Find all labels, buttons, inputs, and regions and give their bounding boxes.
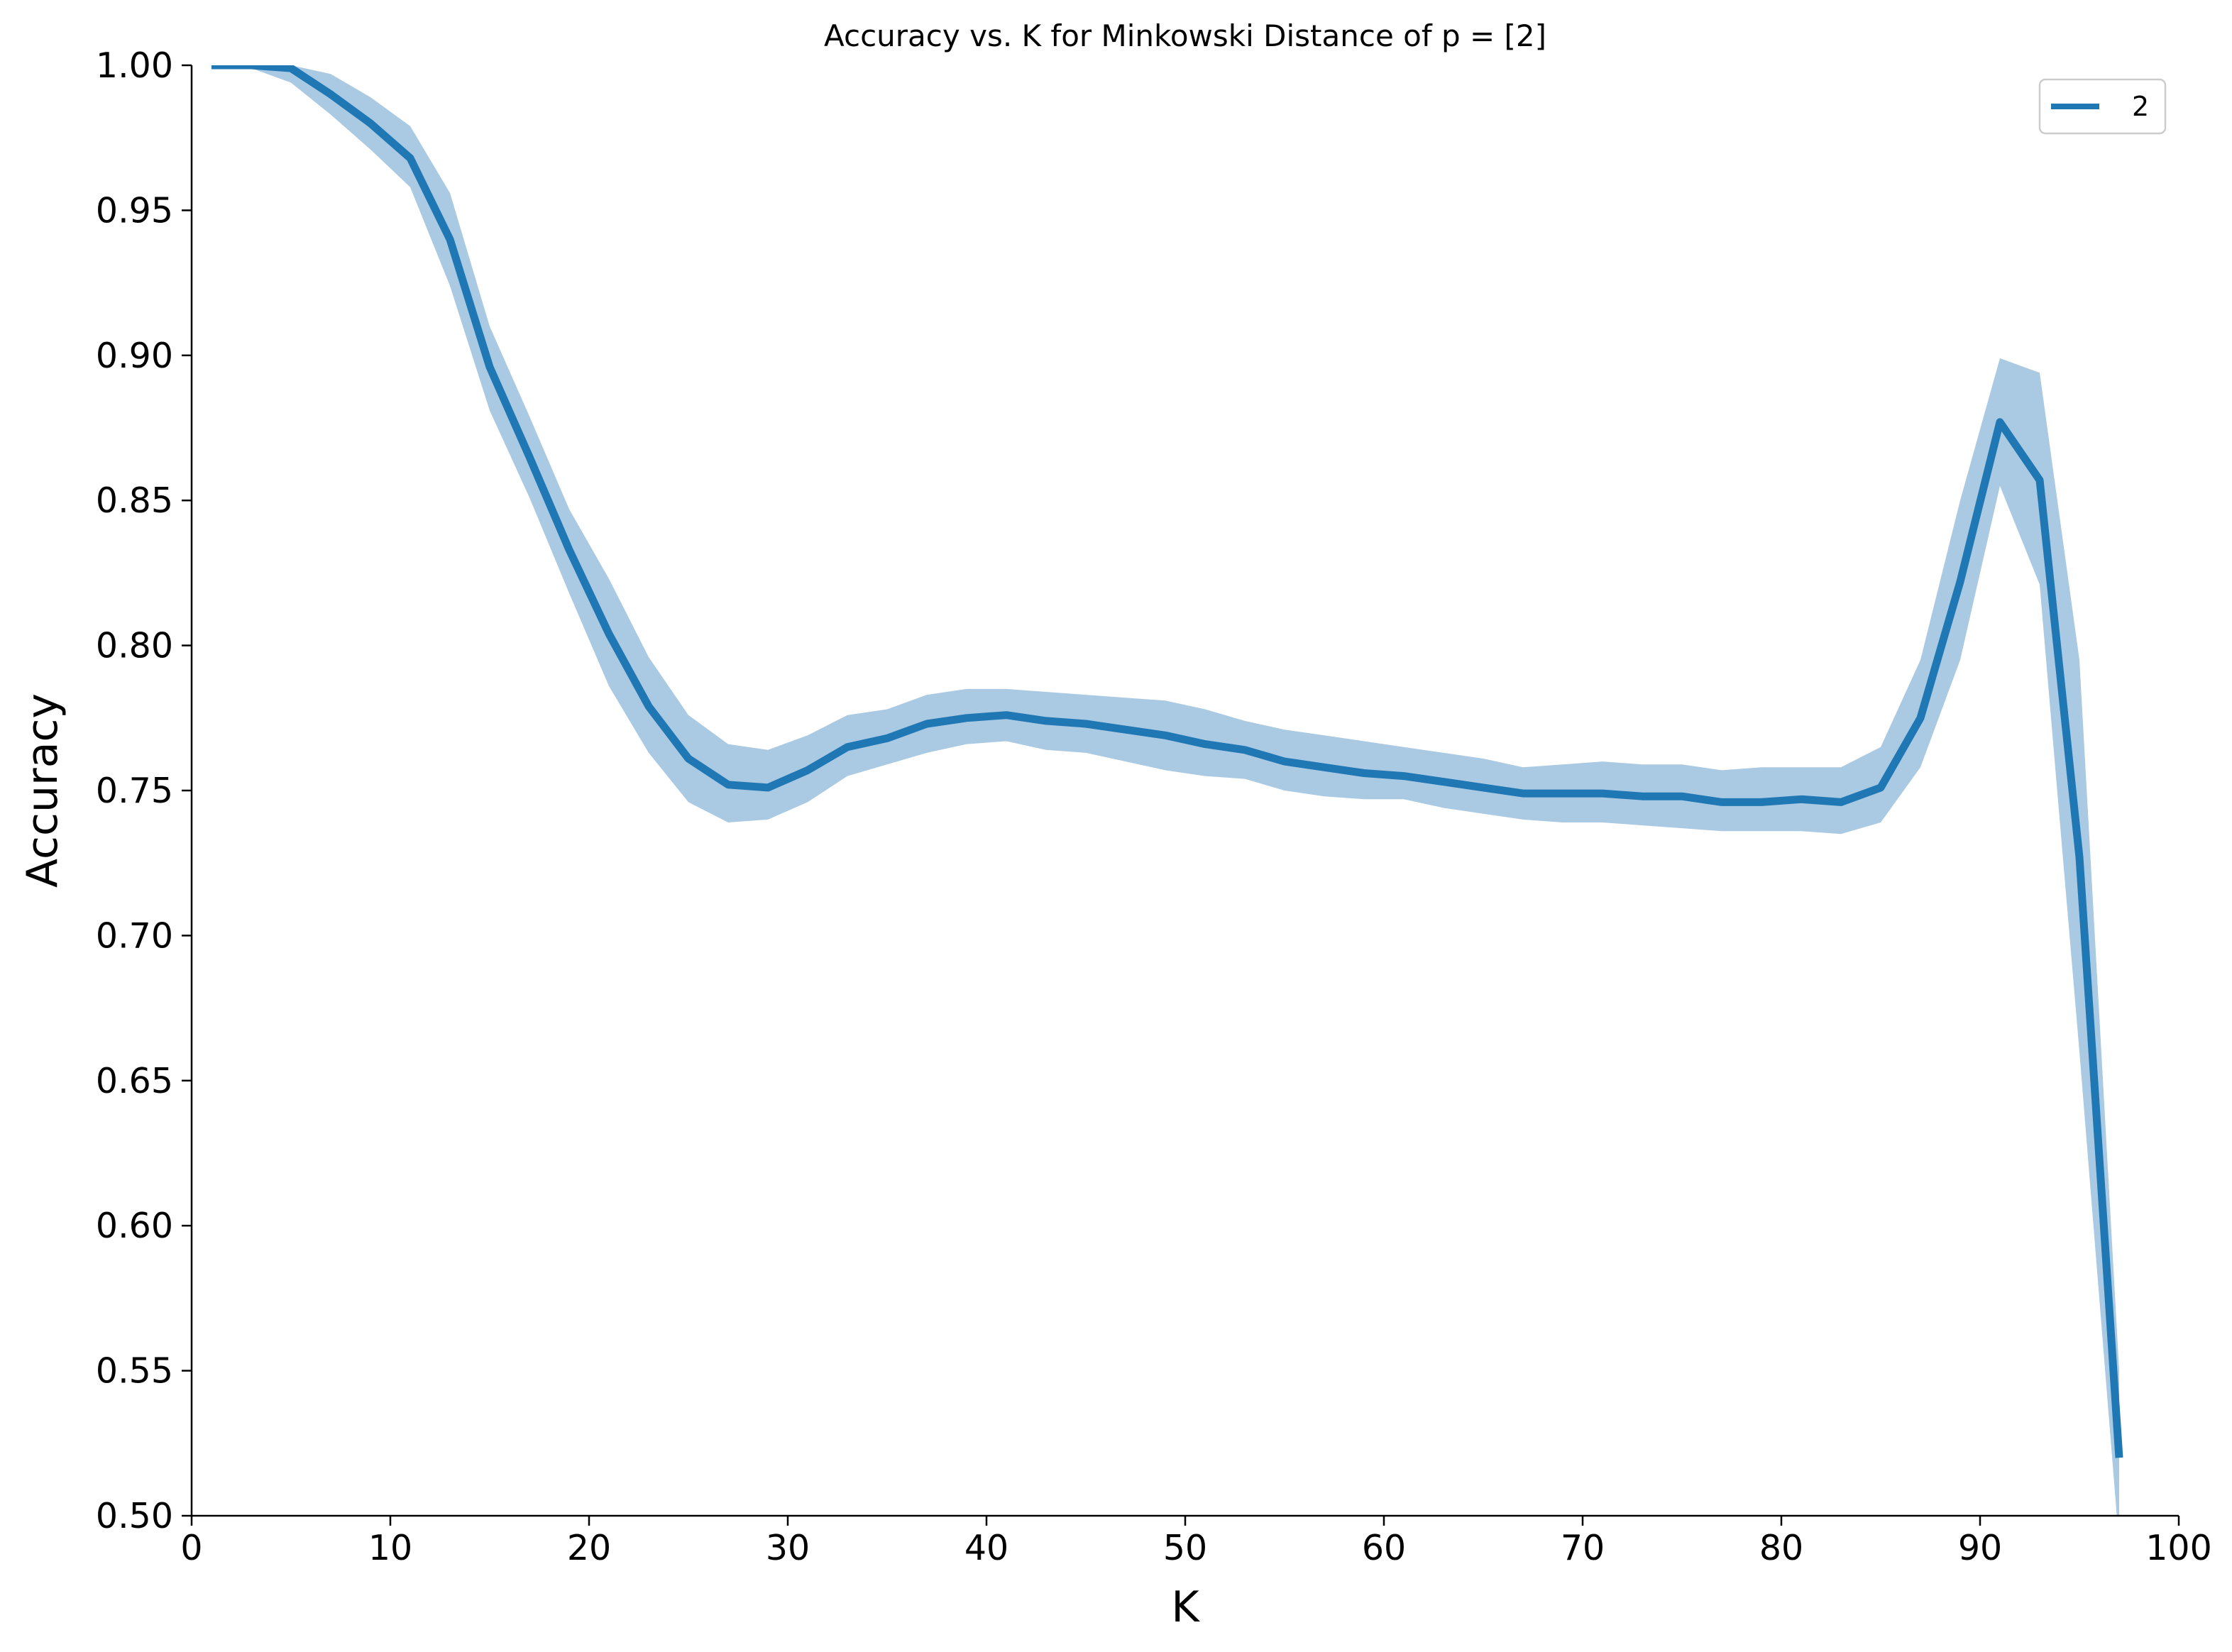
- plot-area: [211, 65, 2123, 1516]
- confidence-band-2: [211, 65, 2119, 1516]
- x-axis-label: K: [1171, 1582, 1200, 1632]
- y-tick-label: 0.90: [96, 336, 173, 376]
- chart-title: Accuracy vs. K for Minkowski Distance of…: [824, 18, 1546, 53]
- x-tick-label: 10: [368, 1528, 412, 1568]
- legend: 2: [2038, 78, 2167, 135]
- y-tick-label: 0.75: [96, 771, 173, 811]
- x-ticks: 0 10 20 30 40 50 60 70 80 90 100: [180, 1516, 2212, 1568]
- x-tick-label: 100: [2145, 1528, 2212, 1568]
- y-tick-label: 0.80: [96, 626, 173, 666]
- y-tick-label: 0.70: [96, 915, 173, 956]
- x-tick-label: 20: [567, 1528, 611, 1568]
- x-tick-label: 60: [1362, 1528, 1406, 1568]
- x-tick-label: 0: [180, 1528, 202, 1568]
- y-tick-label: 0.65: [96, 1061, 173, 1101]
- x-tick-label: 30: [766, 1528, 810, 1568]
- y-tick-label: 0.85: [96, 480, 173, 521]
- x-tick-label: 90: [1958, 1528, 2002, 1568]
- legend-label: 2: [2132, 91, 2149, 122]
- series-lines: [211, 65, 2123, 1458]
- confidence-bands: [211, 65, 2119, 1516]
- x-tick-label: 80: [1759, 1528, 1803, 1568]
- y-tick-label: 1.00: [96, 45, 173, 86]
- y-axis-label: Accuracy: [18, 693, 67, 888]
- legend-frame: [2038, 78, 2167, 135]
- x-tick-label: 50: [1163, 1528, 1207, 1568]
- y-tick-label: 0.50: [96, 1496, 173, 1536]
- y-ticks: 0.50 0.55 0.60 0.65 0.70 0.75 0.80 0.85 0.90 0.95…: [96, 45, 192, 1536]
- y-tick-label: 0.55: [96, 1351, 173, 1392]
- series-line-2: [211, 65, 2123, 1458]
- y-tick-label: 0.95: [96, 190, 173, 231]
- x-tick-label: 70: [1561, 1528, 1605, 1568]
- x-tick-label: 40: [964, 1528, 1008, 1568]
- y-tick-label: 0.60: [96, 1206, 173, 1246]
